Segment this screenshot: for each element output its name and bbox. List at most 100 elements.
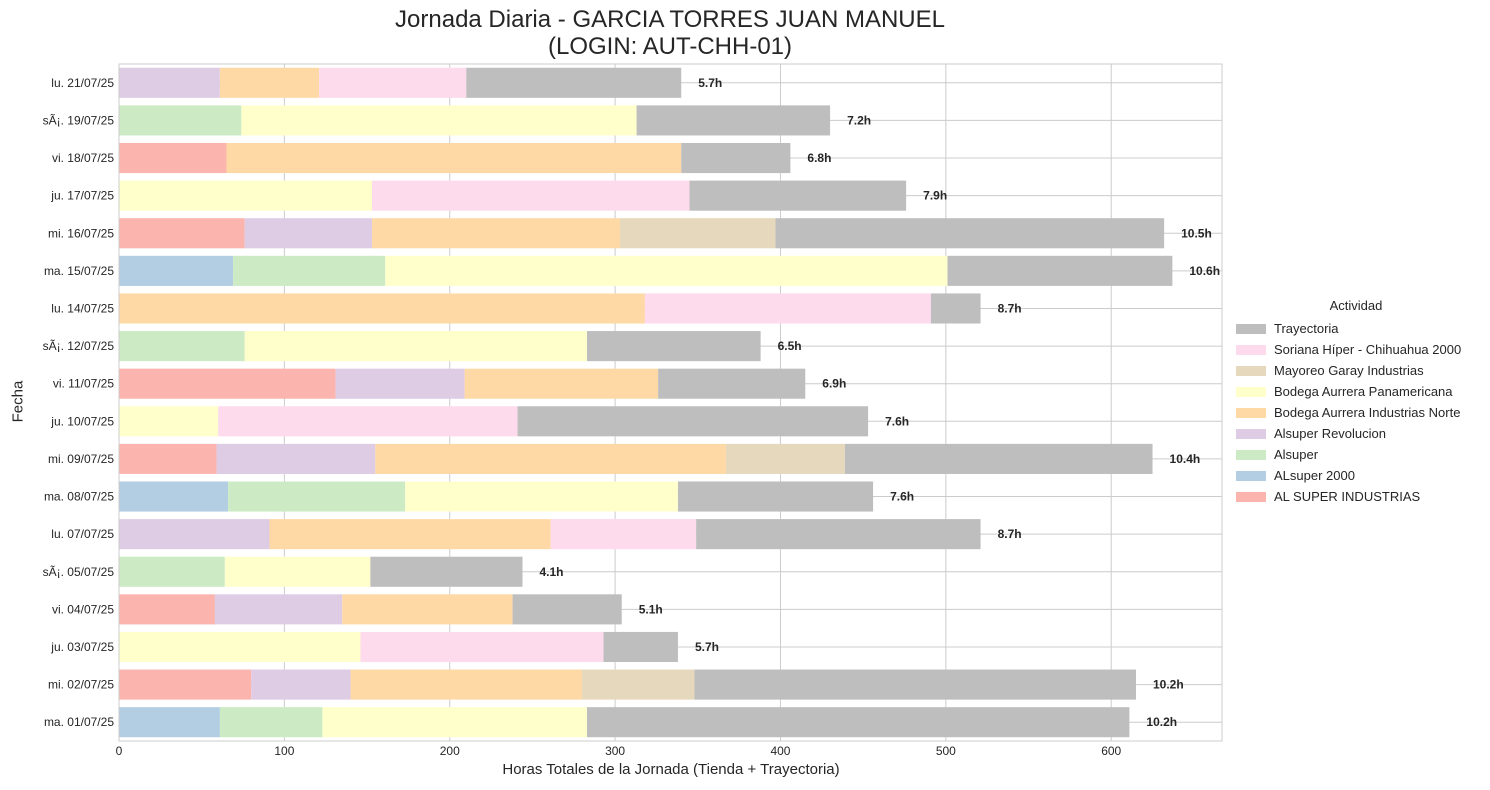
bar-segment (586, 331, 761, 362)
legend: Actividad Trayectoria Soriana Híper - Chi… (1230, 296, 1482, 507)
bar-segment (228, 481, 406, 512)
bar-segment (677, 481, 874, 512)
legend-swatch (1236, 365, 1266, 376)
bar-total-label: 5.7h (695, 640, 719, 654)
bar-segment (119, 142, 227, 174)
bar-segment (947, 255, 1173, 286)
bar-segment (342, 594, 513, 625)
legend-swatch (1236, 491, 1266, 502)
legend-item: Bodega Aurrera Industrias Norte (1230, 402, 1482, 423)
bar-segment (335, 368, 465, 399)
bar-segment (119, 519, 270, 550)
y-tick-label: vi. 11/07/25 (53, 377, 114, 391)
bar-segment (550, 519, 697, 550)
legend-label: Alsuper (1274, 447, 1319, 462)
legend-items: Trayectoria Soriana Híper - Chihuahua 200… (1230, 318, 1482, 507)
bar-segment (269, 519, 551, 550)
y-tick-label: sÃ¡. 05/07/25 (43, 565, 115, 579)
bar-segment (224, 556, 371, 587)
bar-segment (119, 707, 220, 738)
bar-total-label: 10.6h (1189, 264, 1220, 278)
bar-segment (226, 142, 682, 174)
legend-swatch (1236, 344, 1266, 355)
x-tick-label: 600 (1101, 744, 1121, 758)
legend-swatch (1236, 428, 1266, 439)
y-tick-label: lu. 14/07/25 (51, 301, 114, 315)
y-tick-label: ju. 17/07/25 (50, 189, 114, 203)
bar-segment (517, 406, 869, 437)
bar-segment (694, 669, 1137, 700)
bar-total-label: 6.5h (778, 339, 802, 353)
bar-segment (216, 443, 376, 474)
bar-total-label: 10.5h (1181, 226, 1212, 240)
bar-total-label: 7.2h (847, 113, 871, 127)
bar-segment (322, 707, 587, 738)
bar-total-label: 10.2h (1146, 715, 1177, 729)
bar-segment (681, 142, 791, 174)
bar-segment (119, 594, 215, 625)
bar-segment (370, 556, 523, 587)
y-tick-label: ma. 15/07/25 (44, 264, 114, 278)
bar-segment (119, 669, 252, 700)
bar-segment (375, 443, 726, 474)
legend-item: Alsuper (1230, 444, 1482, 465)
x-tick-label: 200 (440, 744, 460, 758)
y-tick-label: ma. 01/07/25 (44, 715, 114, 729)
bar-segment (244, 331, 587, 362)
bar-total-label: 8.7h (998, 527, 1022, 541)
bar-segment (464, 368, 659, 399)
legend-item: Alsuper Revolucion (1230, 423, 1482, 444)
bar-segment (119, 255, 234, 286)
y-tick-label: sÃ¡. 19/07/25 (43, 113, 115, 127)
x-tick-label: 500 (936, 744, 956, 758)
y-tick-label: lu. 21/07/25 (51, 76, 114, 90)
plot-frame (118, 63, 1223, 742)
y-tick-label: ju. 10/07/25 (50, 414, 114, 428)
bar-segment (385, 255, 948, 286)
legend-label: Soriana Híper - Chihuahua 2000 (1274, 342, 1462, 357)
bar-segment (119, 631, 361, 663)
y-tick-label: vi. 18/07/25 (52, 151, 114, 165)
bar-segment (219, 707, 323, 738)
bar-segment (930, 293, 981, 324)
y-tick-label: vi. 04/07/25 (52, 602, 114, 616)
x-tick-label: 300 (605, 744, 625, 758)
bar-total-label: 7.9h (923, 189, 947, 203)
chart-title: Jornada Diaria - GARCIA TORRES JUAN MANU… (0, 6, 1340, 60)
legend-item: AL SUPER INDUSTRIAS (1230, 486, 1482, 507)
bar-segment (319, 67, 467, 98)
legend-swatch (1236, 449, 1266, 460)
y-axis-label: Fecha (9, 380, 27, 423)
bar-segment (251, 669, 351, 700)
bar-segment (689, 180, 907, 211)
y-tick-label: mi. 16/07/25 (48, 226, 114, 240)
bar-segment (244, 218, 373, 249)
y-tick-label: lu. 07/07/25 (51, 527, 114, 541)
bar-total-label: 5.7h (698, 76, 722, 90)
x-tick-label: 100 (274, 744, 294, 758)
bar-segment (119, 368, 336, 399)
bar-segment (582, 669, 695, 700)
legend-item: ALsuper 2000 (1230, 465, 1482, 486)
bar-segment (233, 255, 386, 286)
y-tick-label: mi. 09/07/25 (48, 452, 114, 466)
bar-segment (119, 331, 245, 362)
x-tick-label: 400 (770, 744, 790, 758)
chart-title-line-2: (LOGIN: AUT-CHH-01) (547, 33, 793, 60)
bar-segment (119, 481, 229, 512)
legend-swatch (1236, 470, 1266, 481)
legend-label: ALsuper 2000 (1274, 468, 1355, 483)
bar-segment (512, 594, 622, 625)
legend-item: Trayectoria (1230, 318, 1482, 339)
bar-total-label: 5.1h (639, 602, 663, 616)
bar-segment (350, 669, 583, 700)
bar-segment (119, 443, 217, 474)
bar-segment (372, 180, 690, 211)
chart-title-line-1: Jornada Diaria - GARCIA TORRES JUAN MANU… (395, 6, 945, 33)
y-tick-label: mi. 02/07/25 (48, 678, 114, 692)
legend-swatch (1236, 323, 1266, 334)
bar-segment (696, 519, 981, 550)
bar-segment (219, 67, 320, 98)
bar-total-label: 8.7h (998, 301, 1022, 315)
bar-segment (241, 105, 637, 136)
